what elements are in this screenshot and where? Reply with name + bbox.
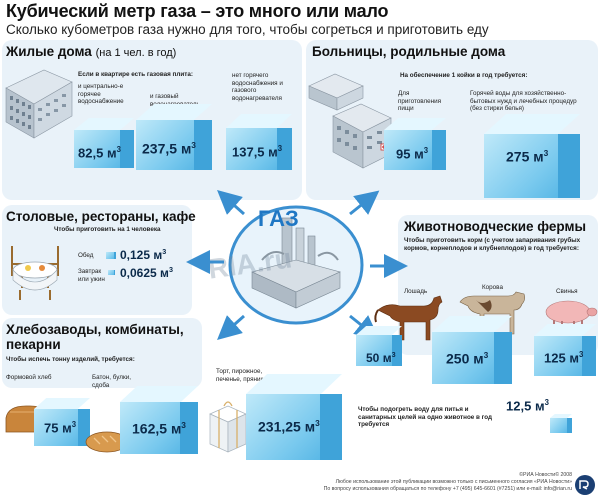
farms-item-2-label: Корова — [482, 284, 503, 291]
cake-box-icon — [206, 396, 250, 461]
bakeries-title: Хлебозаводы, комбинаты, пекарни — [6, 322, 184, 352]
farms-value-1: 50 м3 — [366, 350, 396, 365]
bakeries-cube-3 — [246, 374, 342, 460]
horse-icon — [372, 294, 444, 347]
apartment-building-icon — [4, 60, 74, 145]
residential-condition: Если в квартире есть газовая плита: — [78, 71, 193, 78]
canteens-cube-2 — [108, 269, 115, 275]
hospitals-cube-2 — [484, 114, 580, 198]
residential-title: Жилые дома (на 1 чел. в год) — [6, 44, 177, 59]
gas-plant-illustration — [222, 200, 370, 335]
page-title: Кубический метр газа – это много или мал… — [6, 1, 389, 21]
page-subtitle: Сколько кубометров газа нужно для того, … — [6, 22, 489, 37]
canteens-item-1-label: Обед — [78, 252, 94, 259]
canteens-panel — [2, 205, 192, 315]
bakeries-item-3-label: Торт, пирожное, печенье, пряники — [216, 368, 267, 383]
farms-water-value: 12,5 м3 — [506, 398, 549, 414]
hospitals-cube-1 — [384, 118, 446, 170]
farms-cube-2 — [432, 316, 512, 384]
canteens-value-1: 0,125 м3 — [120, 247, 167, 262]
residential-cube-1 — [74, 118, 134, 168]
hospitals-item-2-label: Горячей воды для хозяйственно-бытовых ну… — [470, 90, 577, 112]
residential-cube-3 — [226, 114, 292, 170]
farms-header: Чтобы приготовить корм (с учетом запарив… — [404, 237, 581, 252]
residential-value-2: 237,5 м3 — [142, 140, 196, 157]
dining-table-icon — [4, 236, 66, 307]
canteens-item-2-label: Завтрак или ужин — [78, 268, 105, 283]
bakeries-panel — [2, 318, 202, 388]
hospitals-value-1: 95 м3 — [396, 146, 429, 162]
canteens-title: Столовые, рестораны, кафе — [6, 209, 196, 224]
bakeries-cube-2 — [120, 386, 198, 454]
bakeries-item-2-label: Батон, булки, сдоба — [92, 374, 131, 389]
farms-cube-1 — [356, 326, 402, 366]
hospitals-header: На обеспечение 1 койки в год требуется: — [400, 72, 528, 79]
footer: ©РИА Новости© 2008 Любое использование э… — [323, 472, 572, 492]
canteens-value-2: 0,0625 м3 — [120, 265, 173, 280]
center-gas-label: ГАЗ — [258, 206, 299, 231]
farms-water-cube — [550, 414, 572, 433]
farms-title: Животноводческие фермы — [404, 219, 587, 234]
hospitals-item-1-label: Для приготовления пищи — [398, 90, 442, 112]
bakeries-value-1: 75 м3 — [44, 420, 77, 436]
bakeries-value-3: 231,25 м3 — [258, 418, 320, 435]
bakeries-header: Чтобы испечь тонну изделий, требуется: — [6, 356, 135, 363]
hospitals-title: Больницы, родильные дома — [312, 44, 506, 59]
canteens-cube-1 — [106, 250, 116, 259]
bakeries-cube-1 — [34, 398, 90, 446]
cow-icon — [456, 290, 528, 341]
ria-logo-icon — [574, 474, 596, 501]
residential-cube-2 — [136, 104, 212, 170]
canteens-header: Чтобы приготовить на 1 человека — [54, 226, 161, 233]
residential-value-3: 137,5 м3 — [232, 144, 283, 160]
bakeries-item-1-label: Формовой хлеб — [6, 374, 52, 381]
farms-item-1-label: Лошадь — [404, 288, 428, 295]
farms-water-note: Чтобы подогреть воду для питья и санитар… — [358, 406, 492, 428]
bakeries-value-2: 162,5 м3 — [132, 420, 186, 437]
residential-item-3-label: нет горячего водоснабжения и газового во… — [232, 72, 283, 102]
hospitals-value-2: 275 м3 — [506, 148, 549, 165]
residential-value-1: 82,5 м3 — [78, 145, 121, 161]
farms-value-2: 250 м3 — [446, 350, 489, 367]
residential-item-1-label: и центрально-е горячее водоснабжение — [78, 83, 124, 105]
farms-item-3-label: Свинья — [556, 288, 578, 295]
farms-value-3: 125 м3 — [544, 350, 584, 366]
farms-cube-3 — [534, 324, 596, 376]
